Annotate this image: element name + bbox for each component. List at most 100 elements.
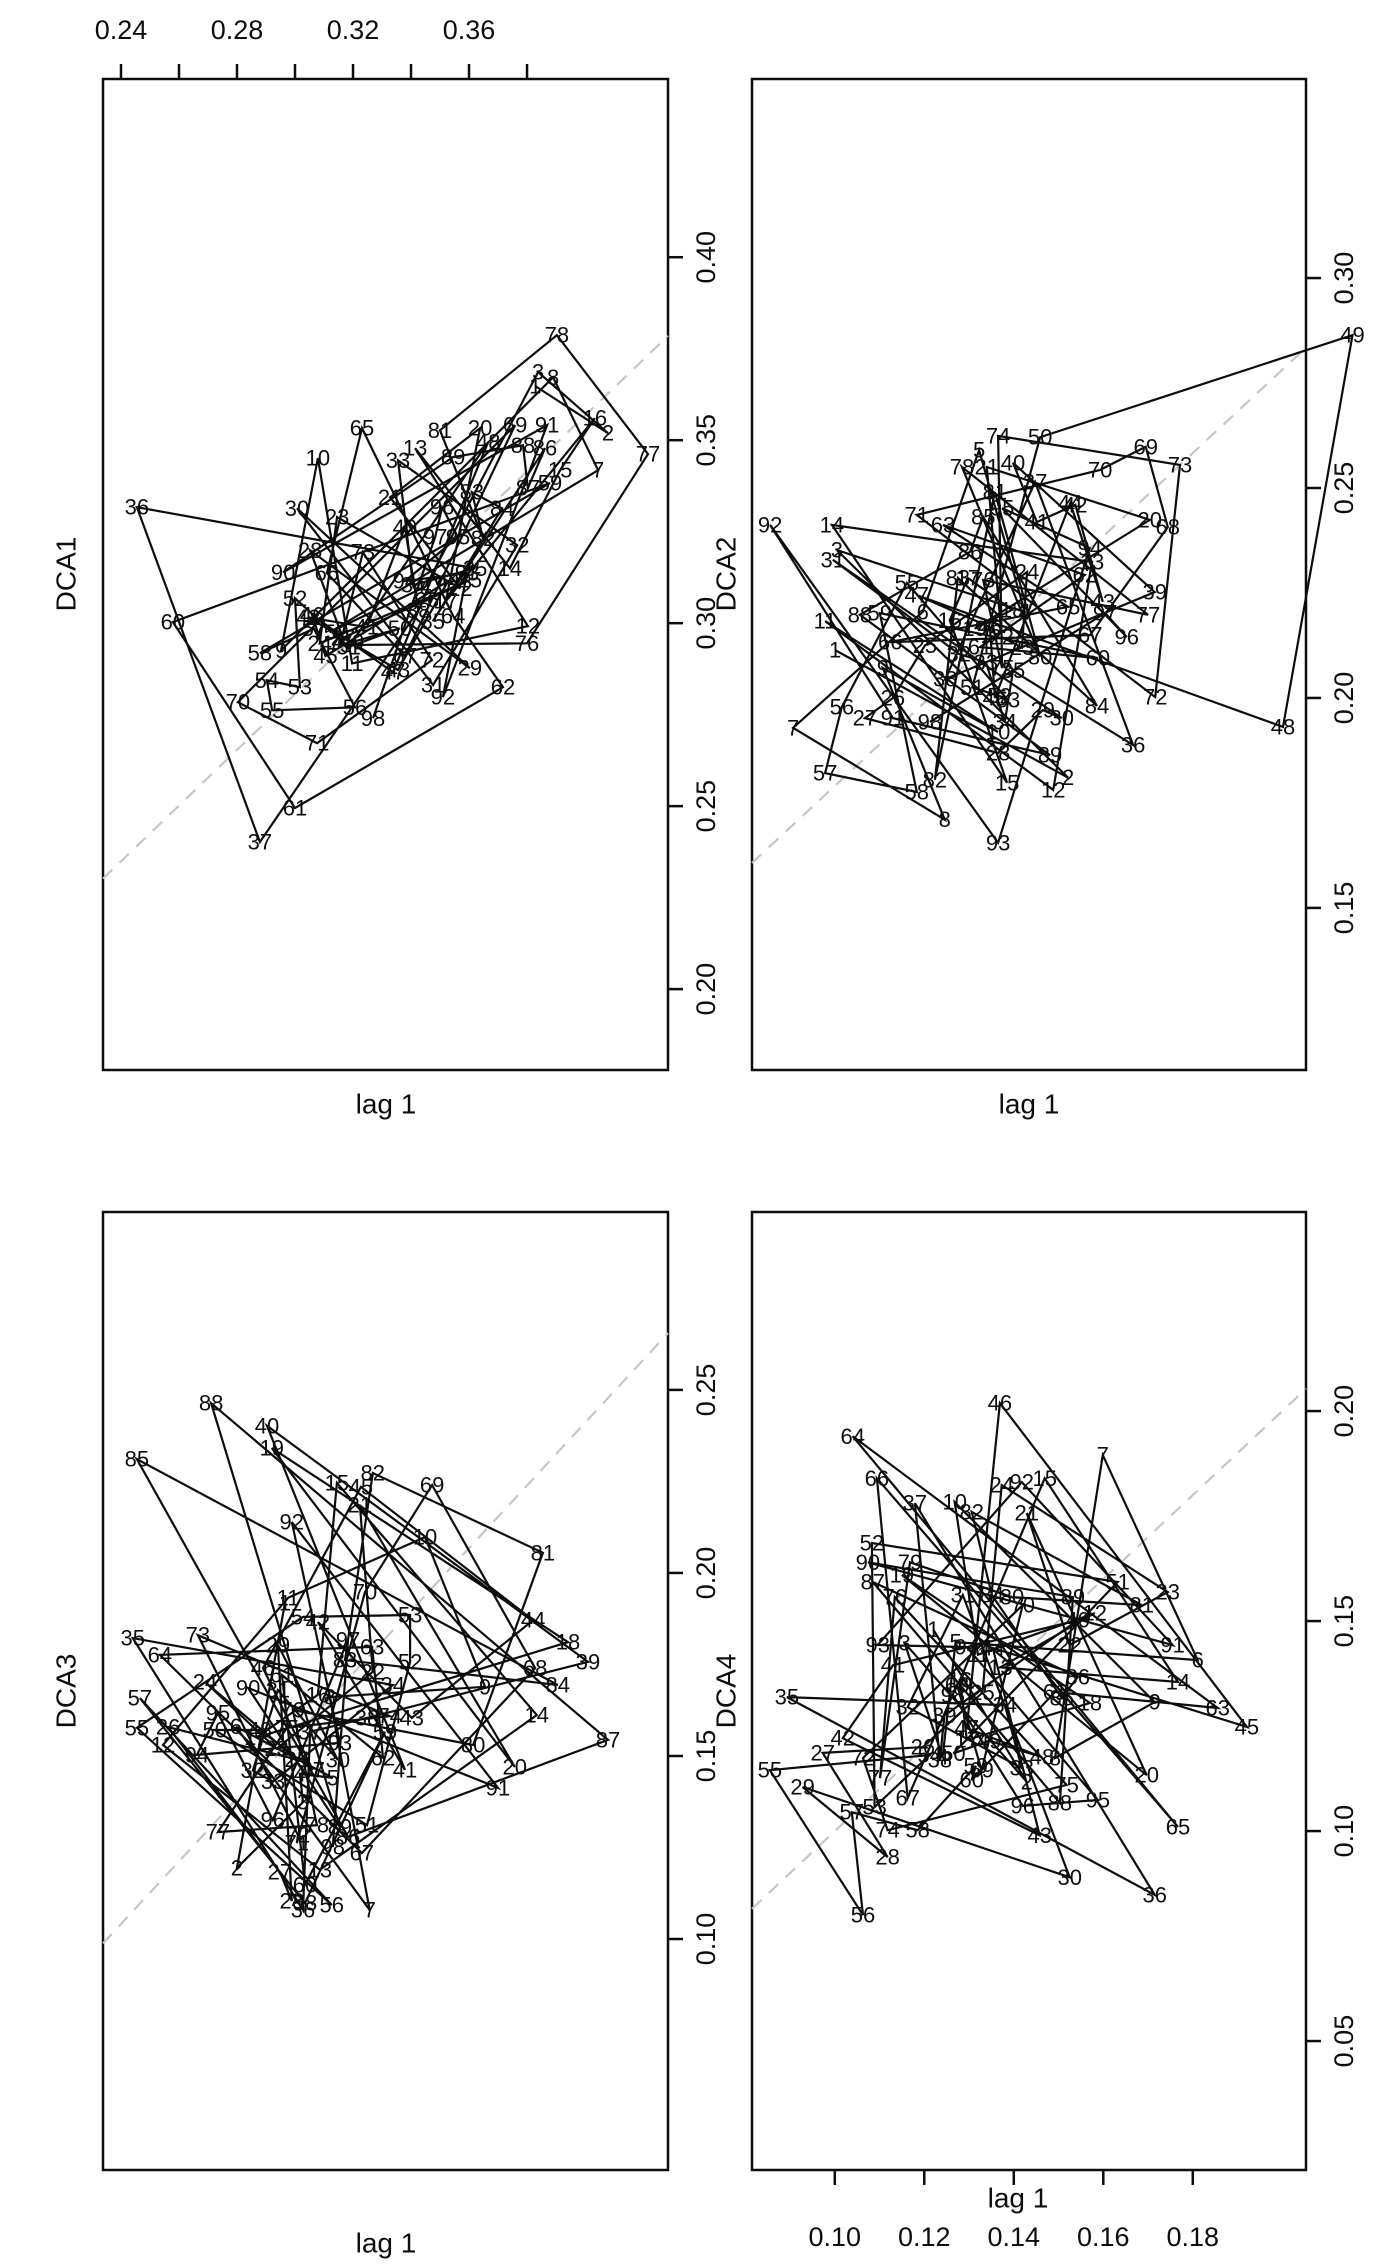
- point-label: 89: [1038, 743, 1062, 768]
- point-label: 38: [933, 667, 957, 692]
- point-label: 76: [883, 1585, 907, 1610]
- point-label: 58: [905, 780, 929, 805]
- point-label: 98: [941, 1683, 965, 1708]
- point-label: 14: [498, 556, 522, 581]
- point-label: 55: [758, 1758, 782, 1783]
- point-label: 31: [951, 1583, 975, 1608]
- point-label: 35: [775, 1685, 799, 1710]
- point-label: 35: [1001, 658, 1025, 683]
- point-label: 54: [917, 1743, 941, 1768]
- point-label: 24: [193, 1670, 217, 1695]
- y-axis-title: DCA3: [51, 1654, 82, 1729]
- point-label: 66: [878, 630, 902, 655]
- point-label: 19: [890, 1562, 914, 1587]
- point-label: 89: [441, 445, 465, 470]
- x-axis-title: lag 1: [356, 1089, 417, 1120]
- point-label: 26: [881, 686, 905, 711]
- point-label: 17: [434, 589, 458, 614]
- point-label: 26: [911, 1735, 935, 1760]
- point-label: 37: [298, 1719, 322, 1744]
- point-label: 59: [373, 1719, 397, 1744]
- point-label: 25: [913, 633, 937, 658]
- y-tick-label: 0.15: [1329, 1595, 1359, 1648]
- point-label: 48: [1030, 1745, 1054, 1770]
- panel-dca1: 0.24 0.28 0.32 0.36 0.20 0.25 0.30 0.35 0.40 DCA1…: [51, 15, 722, 1120]
- point-label: 18: [1000, 597, 1024, 622]
- point-label: 59: [963, 1754, 987, 1779]
- point-label: 40: [393, 515, 417, 540]
- point-label: 13: [988, 1655, 1012, 1680]
- point-label: 58: [248, 641, 272, 666]
- point-label: 70: [226, 690, 250, 715]
- point-label: 2: [602, 421, 614, 446]
- y-axis-title: DCA2: [711, 537, 742, 612]
- point-label: 44: [981, 1636, 1005, 1661]
- point-label: 36: [1121, 733, 1145, 758]
- point-label: 1: [279, 1591, 291, 1616]
- point-label: 48: [248, 1718, 272, 1743]
- point-label: 23: [1010, 635, 1034, 660]
- point-label: 8: [547, 365, 559, 390]
- point-label: 94: [185, 1742, 209, 1767]
- point-label: 12: [1083, 1601, 1107, 1626]
- point-label: 20: [1138, 507, 1162, 532]
- point-label: 17: [244, 1725, 268, 1750]
- point-label: 97: [423, 525, 447, 550]
- point-label: 6: [230, 1714, 242, 1739]
- point-label: 18: [1078, 1691, 1102, 1716]
- point-label: 86: [1066, 1664, 1090, 1689]
- point-label: 57: [813, 761, 837, 786]
- plot-box: [101, 1210, 670, 2172]
- point-label: 72: [851, 1746, 875, 1771]
- point-label: 69: [420, 1473, 444, 1498]
- point-label: 7: [1097, 1443, 1109, 1468]
- point-label: 60: [161, 610, 185, 635]
- point-label: 85: [125, 1447, 149, 1472]
- point-label: 33: [1010, 1756, 1034, 1781]
- point-label: 84: [490, 496, 514, 521]
- point-label: 16: [583, 406, 607, 431]
- point-label: 28: [875, 1845, 899, 1870]
- point-label: 62: [491, 675, 515, 700]
- point-label: 76: [515, 631, 539, 656]
- point-label: 24: [1015, 560, 1039, 585]
- y-axis-title: DCA4: [711, 1654, 742, 1729]
- point-label: 41: [1025, 510, 1049, 535]
- point-label: 10: [986, 720, 1010, 745]
- point-label: 22: [1057, 1633, 1081, 1658]
- point-label: 93: [328, 1730, 352, 1755]
- point-label: 40: [255, 1413, 279, 1438]
- point-label: 63: [1206, 1696, 1230, 1721]
- point-label: 12: [151, 1733, 175, 1758]
- point-label: 63: [360, 1634, 384, 1659]
- point-label: 98: [321, 1835, 345, 1860]
- point-label: 93: [865, 1633, 889, 1658]
- point-label: 39: [1142, 580, 1166, 605]
- point-label: 98: [918, 709, 942, 734]
- point-label: 11: [341, 651, 364, 676]
- point-label: 54: [255, 668, 279, 693]
- point-label: 53: [398, 1603, 422, 1628]
- point-label: 96: [1115, 625, 1139, 650]
- point-label: 23: [264, 1736, 288, 1761]
- point-label: 52: [283, 586, 307, 611]
- point-label: 59: [538, 471, 562, 496]
- x-tick-label: 0.16: [1077, 2222, 1130, 2252]
- point-label: 11: [814, 609, 837, 634]
- point-label: 21: [1015, 1501, 1039, 1526]
- point-label: 56: [830, 694, 854, 719]
- point-label: 57: [840, 1800, 864, 1825]
- point-label: 46: [988, 1391, 1012, 1416]
- point-label: 96: [1010, 1793, 1034, 1818]
- point-label: 68: [945, 1672, 969, 1697]
- point-label: 75: [1054, 1772, 1078, 1797]
- y-axis-title: DCA1: [51, 537, 82, 612]
- point-label: 26: [415, 588, 439, 613]
- y-tick-label: 0.30: [1329, 252, 1359, 305]
- point-label: 91: [486, 1775, 510, 1800]
- point-label: 5: [327, 1765, 339, 1790]
- point-label: 78: [305, 1813, 329, 1838]
- point-label: 36: [291, 1898, 315, 1923]
- point-label: 71: [905, 502, 929, 527]
- point-label: 15: [1032, 1466, 1056, 1491]
